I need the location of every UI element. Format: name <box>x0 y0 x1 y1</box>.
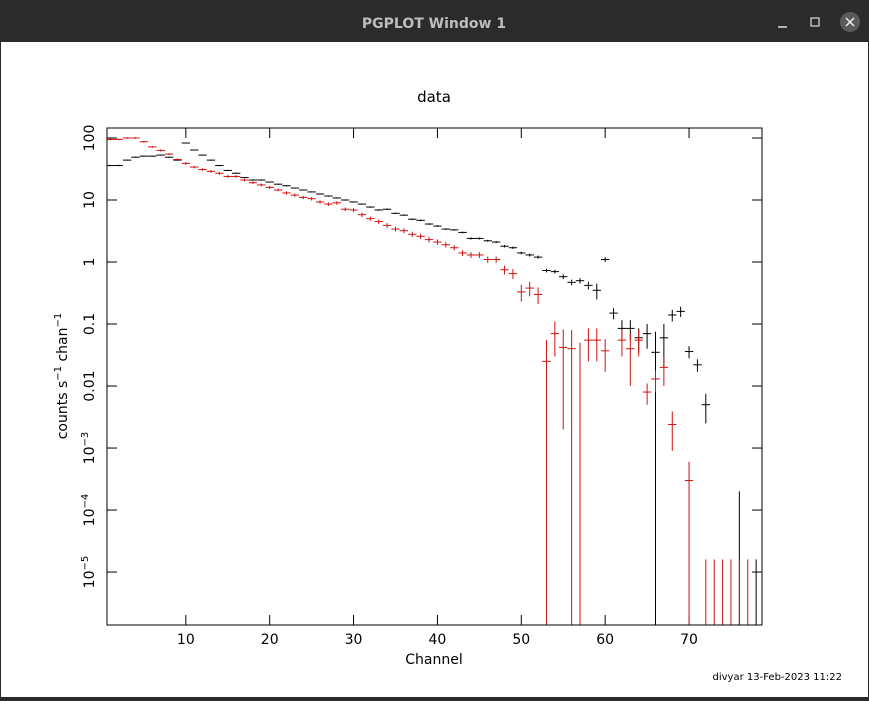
y-tick-label: 10−3 <box>80 432 99 465</box>
x-tick-label: 40 <box>429 632 447 648</box>
chart-title: data <box>417 88 451 106</box>
y-axis-label: counts s−1 chan−1 <box>53 313 72 440</box>
y-tick-label: 10−5 <box>80 556 99 589</box>
x-tick-label: 20 <box>261 632 279 648</box>
x-tick-label: 10 <box>177 632 195 648</box>
x-tick-label: 30 <box>345 632 363 648</box>
x-tick-label: 60 <box>596 632 614 648</box>
x-tick-label: 70 <box>680 632 698 648</box>
y-tick-label: 100 <box>82 125 98 152</box>
y-tick-label: 1 <box>82 258 98 267</box>
y-tick-label: 10−4 <box>80 494 99 527</box>
data-layer <box>107 137 757 625</box>
window-title: PGPLOT Window 1 <box>362 16 506 32</box>
plot-window <box>1 42 868 697</box>
close-button[interactable] <box>840 12 860 32</box>
maximize-button[interactable] <box>810 17 820 27</box>
plot-frame <box>106 127 763 626</box>
y-tick-label: 10 <box>82 191 98 209</box>
y-tick-label: 0.01 <box>82 370 98 401</box>
footer: divyar 13-Feb-2023 11:22 <box>713 672 842 683</box>
y-tick-label: 0.1 <box>82 313 98 335</box>
x-axis-label: Channel <box>405 652 462 668</box>
x-tick-label: 50 <box>512 632 530 648</box>
